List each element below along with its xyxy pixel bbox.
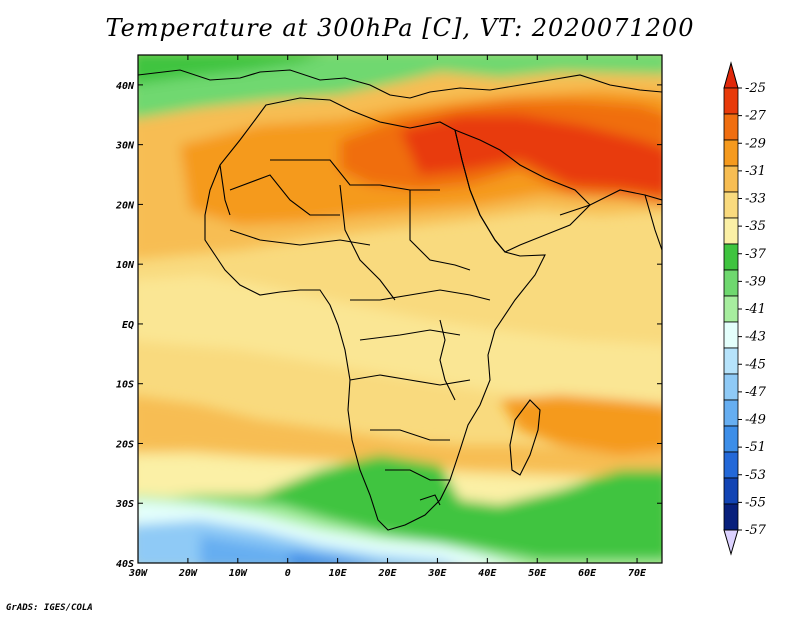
- latitude-axis: 40N 30N 20N 10N EQ 10S 20S 30S 40S: [115, 81, 662, 570]
- coastlines: [138, 69, 662, 531]
- lat-tick-label: 40N: [116, 81, 135, 92]
- colorbar-swatch: [723, 295, 739, 323]
- colorbar-swatch: [723, 87, 739, 115]
- lon-tick-label: 30W: [128, 568, 148, 579]
- lon-tick-label: 50E: [528, 568, 547, 579]
- lon-tick-label: 60E: [578, 568, 597, 579]
- longitude-axis: 30W 20W 10W 0 10E 20E 30E 40E 50E 60E 70E: [128, 55, 647, 579]
- colorbar-swatch: [723, 113, 739, 141]
- colorbar-label: -39: [745, 274, 766, 289]
- colorbar-label: -47: [745, 385, 767, 400]
- map-title: Temperature at 300hPa [C], VT: 202007120…: [105, 14, 695, 42]
- lon-tick-label: 10W: [229, 568, 248, 579]
- lon-tick-label: 20W: [178, 568, 198, 579]
- footer-credit: GrADS: IGES/COLA: [6, 603, 93, 613]
- colorbar-label: -35: [745, 219, 766, 234]
- colorbar-swatch: [723, 347, 739, 375]
- colorbar-top-arrow: [723, 61, 739, 89]
- lat-tick-label: 40S: [116, 559, 134, 570]
- colorbar-label: -45: [745, 357, 766, 372]
- lon-tick-label: 10E: [329, 568, 348, 579]
- colorbar-label: -57: [745, 523, 767, 538]
- colorbar-swatch: [723, 477, 739, 505]
- colorbar: -25 -27 -29 -31 -33 -35 -37 -39 -41 -43 -45 -47 -49 -…: [723, 61, 767, 556]
- colorbar-label: -49: [745, 413, 766, 428]
- colorbar-swatch: [723, 503, 739, 531]
- colorbar-swatch: [723, 191, 739, 219]
- colorbar-label: -29: [745, 136, 766, 151]
- lat-tick-label: 10N: [116, 260, 135, 271]
- colorbar-label: -51: [745, 440, 766, 455]
- lat-tick-label: 20S: [115, 439, 134, 450]
- colorbar-swatch: [723, 451, 739, 479]
- colorbar-label: -27: [745, 109, 767, 124]
- lat-tick-label: 30N: [115, 141, 135, 152]
- colorbar-label: -55: [745, 495, 766, 510]
- lon-tick-label: 40E: [478, 568, 497, 579]
- colorbar-label: -41: [745, 302, 766, 317]
- colorbar-swatch: [723, 373, 739, 401]
- colorbar-swatch: [723, 243, 739, 271]
- colorbar-label: -53: [745, 468, 766, 483]
- colorbar-label: -43: [745, 330, 766, 345]
- lon-tick-label: 20E: [377, 568, 397, 579]
- colorbar-label: -25: [745, 81, 766, 96]
- colorbar-swatch: [723, 425, 739, 453]
- lon-tick-label: 0: [285, 568, 291, 579]
- colorbar-label: -37: [745, 247, 767, 262]
- lon-tick-label: 70E: [628, 568, 647, 579]
- colorbar-bottom-arrow: [723, 529, 739, 556]
- colorbar-label: -31: [745, 164, 766, 179]
- lat-tick-label: 30S: [115, 499, 134, 510]
- lon-tick-label: 30E: [427, 568, 447, 579]
- plot-frame: [137, 54, 663, 564]
- colorbar-swatch: [723, 269, 739, 297]
- lat-tick-label: 20N: [115, 200, 135, 211]
- colorbar-swatch: [723, 165, 739, 193]
- colorbar-label: -33: [745, 192, 766, 207]
- lat-tick-label: 10S: [116, 380, 134, 391]
- colorbar-swatch: [723, 139, 739, 167]
- colorbar-swatch: [723, 321, 739, 349]
- lat-tick-label: EQ: [122, 320, 134, 331]
- temperature-field: [138, 55, 662, 563]
- colorbar-swatch: [723, 217, 739, 245]
- colorbar-swatch: [723, 399, 739, 427]
